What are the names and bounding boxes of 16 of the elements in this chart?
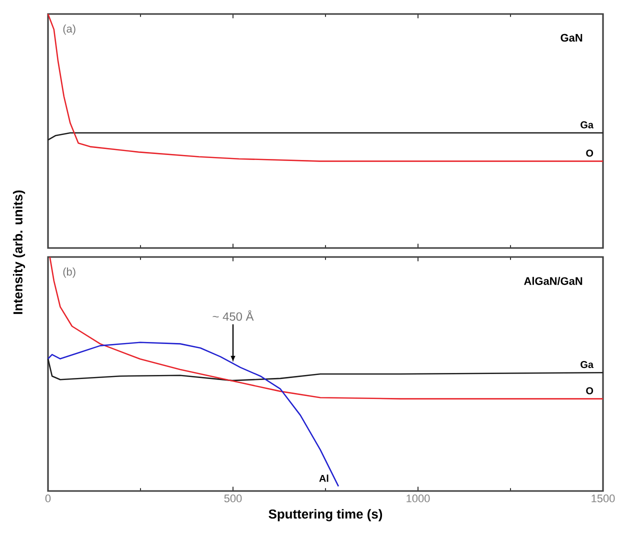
- series-label: Ga: [580, 361, 594, 368]
- annotation: AlGaN/GaN: [524, 276, 582, 286]
- annotation: (a): [63, 24, 76, 35]
- x-tick-label: 1000: [406, 494, 430, 502]
- series-label: O: [586, 387, 594, 394]
- x-tick-label: 0: [45, 494, 51, 502]
- y-axis-title: Intensity (arb. units): [12, 190, 26, 314]
- annotation: ~ 450 Å: [212, 310, 254, 321]
- series-label: Ga: [580, 121, 594, 128]
- series-label: O: [586, 150, 594, 157]
- x-tick-label: 500: [224, 494, 242, 502]
- annotation: GaN: [560, 34, 582, 42]
- annotation: (b): [63, 268, 76, 278]
- x-tick-label: 1500: [592, 494, 615, 502]
- series-label: Al: [319, 474, 328, 482]
- x-axis-title: Sputtering time (s): [268, 509, 382, 522]
